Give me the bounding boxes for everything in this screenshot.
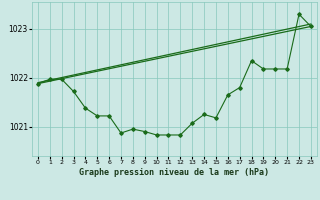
X-axis label: Graphe pression niveau de la mer (hPa): Graphe pression niveau de la mer (hPa) — [79, 168, 269, 177]
